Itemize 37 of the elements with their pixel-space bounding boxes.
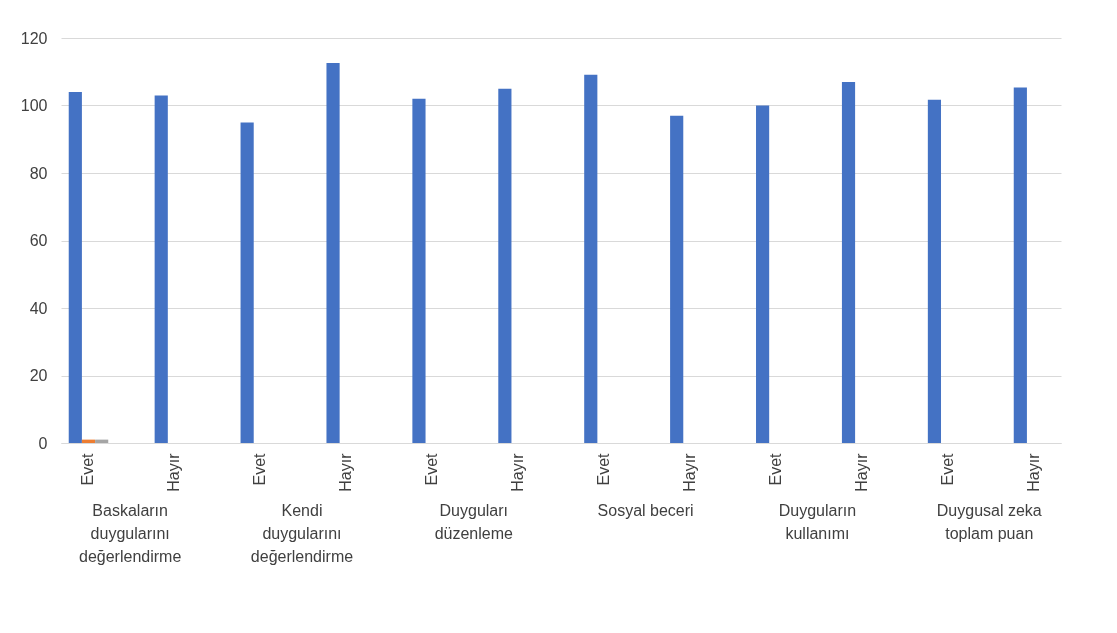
x-tick-label: Hayır	[509, 452, 527, 492]
text: Duyguların kullanımı	[778, 502, 857, 542]
bar	[412, 98, 426, 443]
bar	[584, 74, 598, 443]
bar	[326, 62, 340, 443]
x-tick-label: Evet	[938, 452, 956, 486]
x-tick-label: Evet	[423, 452, 441, 486]
x-tick-label: Evet	[766, 452, 784, 486]
text: Kendi duygularını değerlendirme	[250, 502, 354, 565]
bar	[756, 105, 770, 443]
y-tick-label: 80	[29, 164, 48, 182]
y-tick-label: 100	[20, 97, 48, 114]
x-tick-label: Hayır	[337, 452, 355, 492]
x-tick-label: Hayır	[165, 452, 183, 492]
bar	[498, 88, 512, 443]
bar	[841, 81, 856, 443]
bar	[1013, 87, 1027, 443]
bar	[927, 99, 942, 443]
text: Duyguları düzenleme	[434, 502, 514, 542]
x-tick-label: Hayır	[852, 452, 870, 492]
bar	[154, 95, 168, 443]
bar	[240, 122, 254, 443]
y-tick-label: 120	[20, 29, 48, 47]
x-tick-label: Evet	[251, 452, 269, 486]
text: Baskaların duygularını değerlendirme	[79, 502, 182, 565]
x-tick-label: Evet	[594, 452, 612, 486]
text: Duygusal zeka toplam puan	[936, 502, 1042, 542]
x-tick-label: Hayır	[680, 452, 698, 492]
y-tick-label: 60	[29, 232, 48, 249]
y-tick-label: 20	[29, 367, 48, 384]
text: Sosyal beceri	[597, 502, 694, 519]
y-tick-label: 40	[29, 299, 48, 317]
x-tick-label: Evet	[79, 452, 97, 486]
x-tick-label: Hayır	[1024, 452, 1042, 492]
y-tick-label: 0	[38, 434, 48, 452]
bar	[670, 115, 684, 443]
bar	[68, 92, 82, 443]
